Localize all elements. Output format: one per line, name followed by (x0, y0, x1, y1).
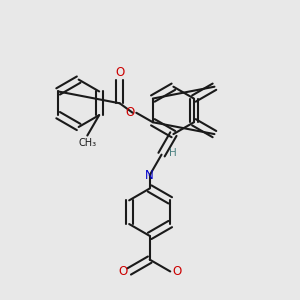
Text: O: O (118, 265, 127, 278)
Text: N: N (145, 169, 154, 182)
Text: O: O (125, 106, 134, 119)
Text: O: O (115, 67, 124, 80)
Text: O: O (172, 265, 182, 278)
Text: CH₃: CH₃ (78, 138, 96, 148)
Text: H: H (169, 148, 177, 158)
